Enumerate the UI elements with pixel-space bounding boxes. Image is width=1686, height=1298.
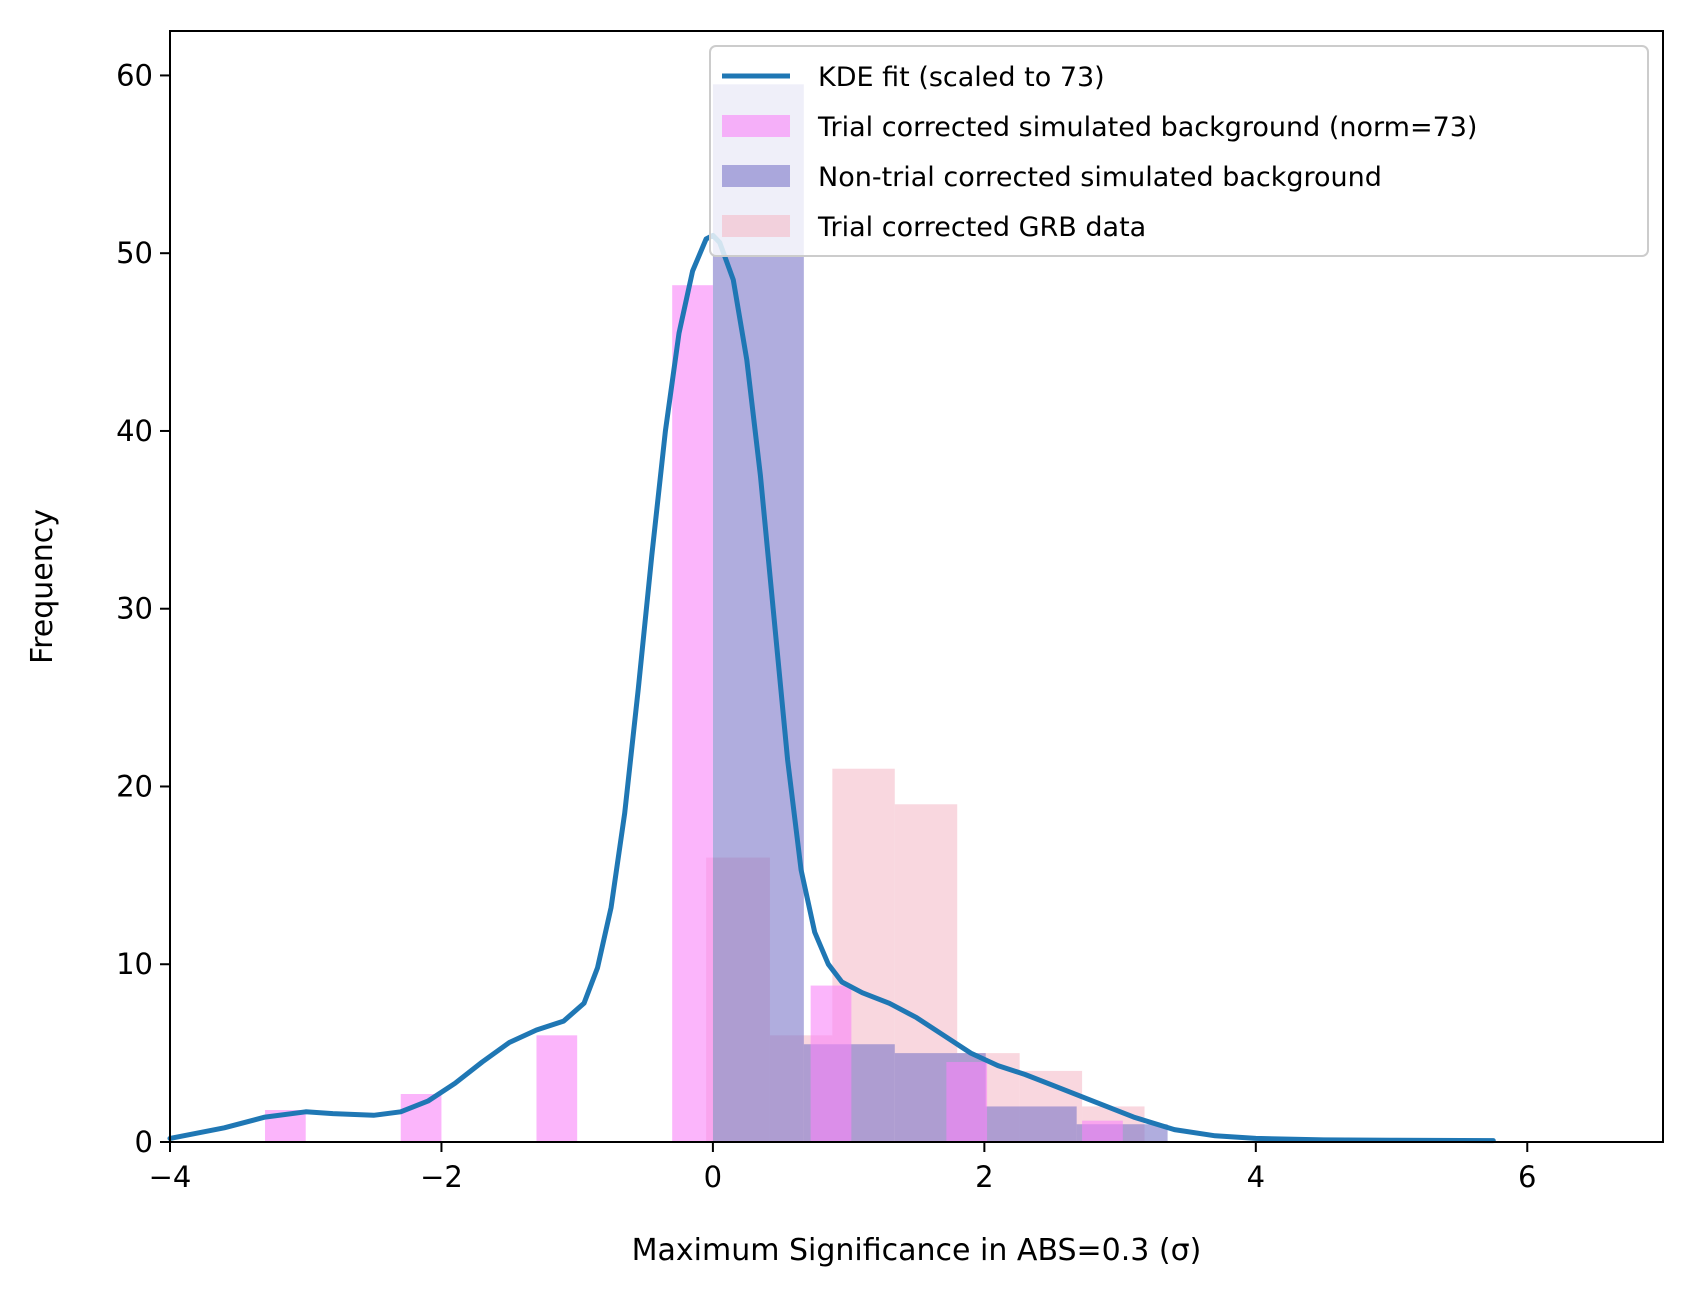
x-axis-title: Maximum Significance in ABS=0.3 (σ) — [632, 1233, 1202, 1268]
legend-box — [709, 45, 1649, 257]
legend-swatch — [722, 115, 790, 137]
histogram-bar — [1082, 1120, 1123, 1142]
x-tick-label: 4 — [1247, 1160, 1265, 1194]
histogram-bar — [985, 1106, 1077, 1142]
y-tick-label: 0 — [135, 1125, 153, 1159]
histogram-bar — [536, 1035, 578, 1142]
x-tick-label: −2 — [420, 1160, 463, 1194]
kde-fit-line — [167, 232, 1496, 1144]
y-axis-title: Frequency — [25, 509, 60, 664]
plot-frame — [169, 30, 1664, 1143]
y-tick-label: 40 — [116, 414, 153, 448]
y-tick-label: 20 — [116, 769, 153, 803]
x-tick-label: 2 — [975, 1160, 993, 1194]
legend-swatch — [722, 215, 790, 237]
histogram-bar — [946, 1062, 988, 1142]
histogram-bar — [810, 985, 852, 1142]
legend-label: Non-trial corrected simulated background — [818, 162, 1382, 193]
legend-label: Trial corrected simulated background (no… — [817, 112, 1477, 143]
x-tick-label: −4 — [149, 1160, 192, 1194]
y-axis: 0 10 20 30 40 50 60 — [116, 58, 170, 1159]
kde-line-layer — [167, 232, 1496, 1144]
legend-label: Trial corrected GRB data — [817, 212, 1146, 243]
legend-label: KDE fit (scaled to 73) — [818, 62, 1105, 93]
x-axis: −4 −2 0 2 4 6 — [149, 1142, 1536, 1194]
histogram-bars — [265, 84, 1168, 1143]
legend-swatch — [722, 165, 790, 187]
y-tick-label: 60 — [116, 58, 153, 92]
y-tick-label: 10 — [116, 947, 153, 981]
x-tick-label: 6 — [1518, 1160, 1536, 1194]
y-tick-label: 50 — [116, 236, 153, 270]
histogram-bar — [672, 285, 713, 1143]
legend: KDE fit (scaled to 73) Trial corrected si… — [709, 45, 1649, 257]
x-tick-label: 0 — [704, 1160, 722, 1194]
y-tick-label: 30 — [116, 592, 153, 626]
